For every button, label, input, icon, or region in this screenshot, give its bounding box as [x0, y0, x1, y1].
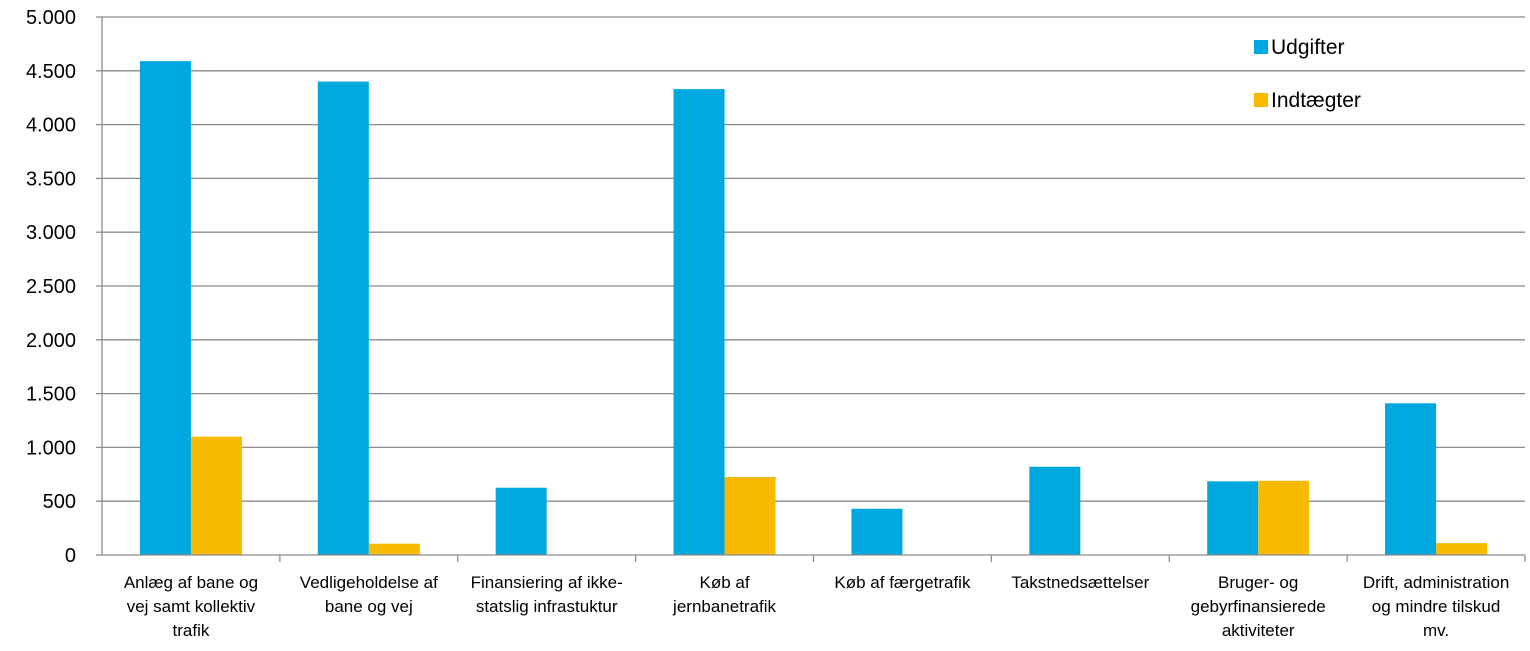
- legend-swatch: [1254, 93, 1268, 107]
- y-tick-label: 1.500: [26, 384, 76, 406]
- x-tick-label: Takstnedsættelser: [1011, 573, 1149, 592]
- bar-udgifter: [851, 508, 903, 555]
- bar-indtægter: [1258, 480, 1310, 555]
- x-tick-label: Bruger- og gebyrfinansierede aktiviteter: [1191, 573, 1326, 640]
- bar-indtægter: [368, 543, 420, 555]
- bar-udgifter: [673, 89, 725, 555]
- y-tick-label: 4.000: [26, 115, 76, 137]
- y-tick-label: 3.500: [26, 168, 76, 190]
- bar-indtægter: [724, 476, 776, 555]
- bar-indtægter: [190, 436, 242, 555]
- x-tick-label: Finansiering af ikke-statslig infrastukt…: [471, 573, 623, 616]
- y-tick-label: 1.000: [26, 437, 76, 459]
- bar-udgifter: [495, 487, 547, 555]
- legend-swatch: [1254, 40, 1268, 54]
- y-tick-label: 3.000: [26, 222, 76, 244]
- y-tick-label: 5.000: [26, 7, 76, 29]
- x-tick-label: Køb af jernbanetrafik: [672, 573, 777, 616]
- bar-indtægter: [1436, 543, 1488, 555]
- x-tick-label: Anlæg af bane og vej samt kollektiv trafik: [124, 573, 258, 640]
- legend-label: Udgifter: [1271, 36, 1345, 59]
- y-tick-label: 0: [65, 545, 76, 567]
- y-tick-label: 4.500: [26, 61, 76, 83]
- y-tick-label: 2.500: [26, 276, 76, 298]
- bar-udgifter: [1029, 466, 1081, 555]
- x-tick-label: Køb af færgetrafik: [834, 573, 971, 592]
- bar-udgifter: [1207, 481, 1259, 555]
- bar-udgifter: [317, 81, 369, 555]
- y-tick-label: 2.000: [26, 330, 76, 352]
- bar-udgifter: [139, 61, 191, 556]
- y-tick-label: 500: [43, 491, 76, 513]
- bar-udgifter: [1385, 403, 1437, 555]
- x-tick-label: Drift, administration og mindre tilskud mv…: [1363, 573, 1509, 640]
- legend-label: Indtægter: [1271, 89, 1361, 112]
- x-tick-label: Vedligeholdelse af bane og vej: [300, 573, 438, 616]
